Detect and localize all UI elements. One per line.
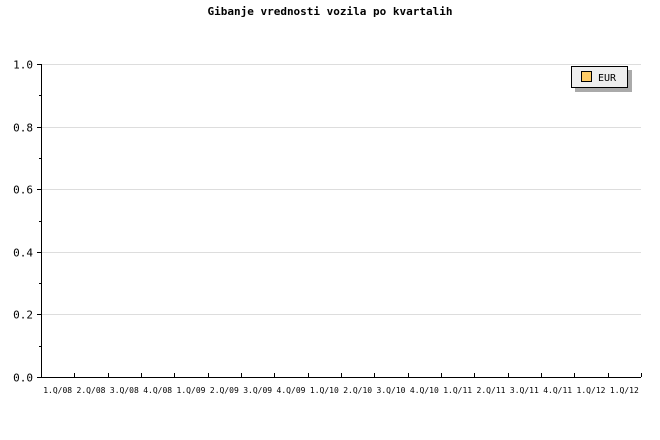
x-tick-label: 1.Q/11 — [443, 386, 472, 395]
y-tick-label: 0.8 — [13, 122, 33, 135]
x-tick-label: 1.Q/09 — [177, 386, 206, 395]
x-tick-label: 3.Q/10 — [377, 386, 406, 395]
x-tick-label: 1.Q/12 — [610, 386, 639, 395]
x-tick-label: 4.Q/09 — [277, 386, 306, 395]
x-tick-label: 3.Q/11 — [510, 386, 539, 395]
chart-title: Gibanje vrednosti vozila po kvartalih — [207, 5, 452, 18]
x-tick-label: 2.Q/10 — [343, 386, 372, 395]
x-tick-label: 4.Q/10 — [410, 386, 439, 395]
x-tick-label: 1.Q/10 — [310, 386, 339, 395]
x-tick-label: 2.Q/11 — [477, 386, 506, 395]
legend-swatch — [581, 71, 592, 82]
x-tick-label: 4.Q/08 — [143, 386, 172, 395]
y-tick-label: 0.2 — [13, 309, 33, 322]
y-tick-label: 0.6 — [13, 184, 33, 197]
y-tick-label: 0.4 — [13, 247, 33, 260]
legend-label: EUR — [598, 73, 617, 84]
x-tick-label: 3.Q/08 — [110, 386, 139, 395]
legend: EUR — [571, 66, 632, 92]
x-tick-label: 2.Q/09 — [210, 386, 239, 395]
x-tick-label: 2.Q/08 — [77, 386, 106, 395]
x-tick-label: 1.Q/08 — [43, 386, 72, 395]
x-tick-label: 3.Q/09 — [243, 386, 272, 395]
y-tick-label: 0.0 — [13, 372, 33, 385]
y-tick-label: 1.0 — [13, 59, 33, 72]
x-tick-label: 4.Q/11 — [543, 386, 572, 395]
x-tick-label: 1.Q/12 — [577, 386, 606, 395]
